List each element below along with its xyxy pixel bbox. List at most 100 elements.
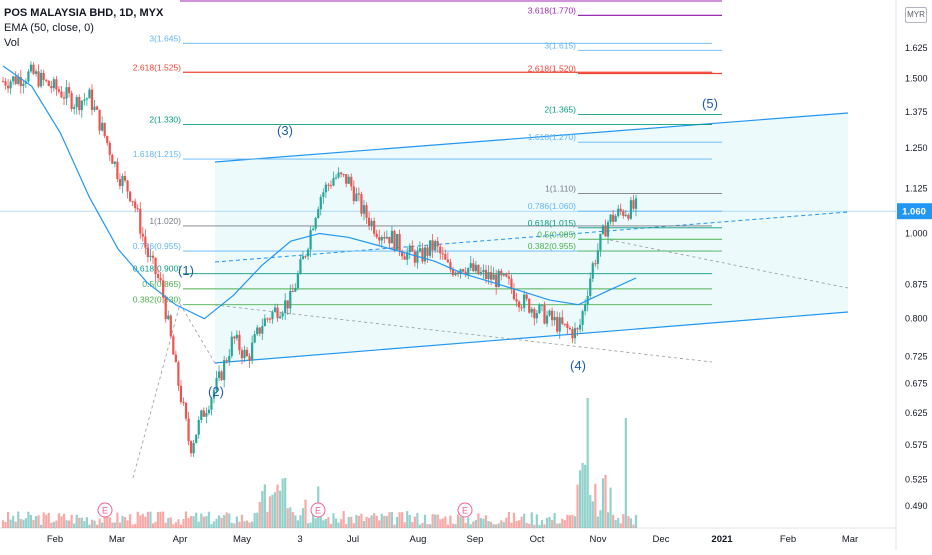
candle-body bbox=[162, 280, 165, 298]
candle-body bbox=[177, 362, 180, 386]
volume-bar bbox=[314, 518, 317, 528]
volume-bar bbox=[495, 524, 498, 528]
volume-bar bbox=[528, 523, 531, 528]
candle-body bbox=[500, 270, 503, 276]
volume-bar bbox=[393, 524, 396, 528]
volume-bar bbox=[177, 519, 180, 528]
volume-bar bbox=[401, 512, 404, 528]
candle-body bbox=[622, 211, 625, 216]
volume-bar bbox=[238, 521, 241, 528]
volume-bar bbox=[462, 511, 465, 528]
volume-bar bbox=[507, 511, 510, 528]
x-tick-label: Sep bbox=[467, 534, 484, 545]
candle-body bbox=[390, 230, 394, 244]
candle-body bbox=[507, 276, 510, 279]
volume-bar bbox=[446, 524, 449, 528]
volume-bar bbox=[306, 523, 310, 528]
candle-body bbox=[451, 269, 455, 276]
volume-bar bbox=[469, 524, 472, 528]
volume-bar bbox=[629, 518, 633, 528]
candle-body bbox=[456, 272, 460, 274]
y-tick-label: 1.250 bbox=[905, 143, 928, 153]
y-tick-label: 0.525 bbox=[905, 475, 928, 485]
volume-bar bbox=[456, 514, 460, 528]
volume-bar bbox=[73, 523, 76, 528]
volume-bar bbox=[375, 515, 378, 528]
volume-bar bbox=[276, 484, 279, 528]
volume-bar bbox=[309, 522, 312, 528]
candle-body bbox=[497, 270, 500, 288]
candle-body bbox=[258, 327, 261, 334]
wave-label: (1) bbox=[178, 263, 194, 278]
volume-bar bbox=[525, 522, 528, 528]
volume-bar bbox=[601, 478, 605, 528]
candle-body bbox=[55, 79, 58, 90]
volume-bar bbox=[24, 518, 27, 528]
currency-button[interactable]: MYR bbox=[905, 7, 927, 23]
volume-bar bbox=[200, 513, 203, 528]
volume-bar bbox=[329, 523, 333, 528]
volume-bar bbox=[512, 512, 516, 528]
volume-bar bbox=[594, 483, 597, 528]
volume-bar bbox=[472, 521, 475, 528]
volume-bar bbox=[334, 518, 338, 528]
candle-body bbox=[215, 377, 218, 391]
volume-bar bbox=[212, 521, 216, 528]
volume-bar bbox=[492, 524, 495, 528]
volume-legend: Vol bbox=[4, 37, 20, 49]
x-tick-label: 2021 bbox=[711, 534, 733, 545]
candle-body bbox=[510, 278, 513, 289]
y-tick-label: 0.725 bbox=[905, 351, 928, 361]
volume-bar bbox=[474, 519, 477, 528]
candle-body bbox=[604, 225, 607, 237]
candle-body bbox=[106, 135, 109, 143]
volume-bar bbox=[439, 519, 442, 528]
channel-fill bbox=[215, 113, 848, 363]
volume-bar bbox=[505, 517, 508, 528]
candle-body bbox=[350, 176, 353, 187]
candle-body bbox=[517, 301, 521, 308]
fib-label-right: 0.618(1.015) bbox=[528, 218, 576, 228]
candle-body bbox=[347, 176, 350, 184]
candle-body bbox=[596, 250, 599, 264]
volume-bar bbox=[390, 511, 394, 528]
candle-body bbox=[111, 154, 114, 164]
candle-body bbox=[60, 91, 63, 98]
volume-bar bbox=[406, 511, 409, 528]
candle-body bbox=[187, 418, 190, 442]
wave-label: (5) bbox=[702, 96, 718, 111]
volume-bar bbox=[556, 523, 559, 528]
candle-body bbox=[88, 89, 91, 99]
volume-bar bbox=[273, 492, 277, 528]
fib-label-left: 0.618(0.900) bbox=[133, 264, 181, 274]
volume-bar bbox=[312, 507, 315, 528]
candle-body bbox=[156, 274, 160, 278]
volume-bar bbox=[342, 511, 345, 528]
volume-bar bbox=[421, 522, 424, 528]
y-tick-label: 1.125 bbox=[905, 183, 928, 193]
volume-bar bbox=[261, 491, 264, 528]
volume-bar bbox=[426, 524, 429, 528]
volume-bar bbox=[184, 511, 188, 528]
candle-body bbox=[200, 410, 203, 420]
volume-bar bbox=[502, 522, 505, 528]
wave-guide-left bbox=[132, 302, 216, 479]
candle-body bbox=[108, 142, 111, 155]
volume-bar bbox=[436, 514, 439, 528]
candle-body bbox=[95, 106, 99, 110]
candle-body bbox=[462, 269, 465, 272]
fib-label-right: 1.618(1.270) bbox=[528, 132, 576, 142]
volume-bar bbox=[47, 512, 50, 528]
volume-bar bbox=[444, 516, 447, 528]
volume-bar bbox=[520, 516, 523, 528]
candle-body bbox=[436, 241, 439, 247]
candle-body bbox=[383, 237, 386, 239]
volume-bar bbox=[169, 517, 172, 528]
candle-body bbox=[474, 264, 477, 272]
candle-body bbox=[75, 97, 78, 108]
candle-body bbox=[67, 87, 71, 94]
volume-bar bbox=[202, 516, 205, 528]
candle-body bbox=[73, 107, 76, 109]
